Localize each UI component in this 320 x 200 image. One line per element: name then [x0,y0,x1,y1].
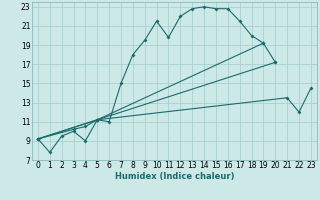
X-axis label: Humidex (Indice chaleur): Humidex (Indice chaleur) [115,172,234,181]
